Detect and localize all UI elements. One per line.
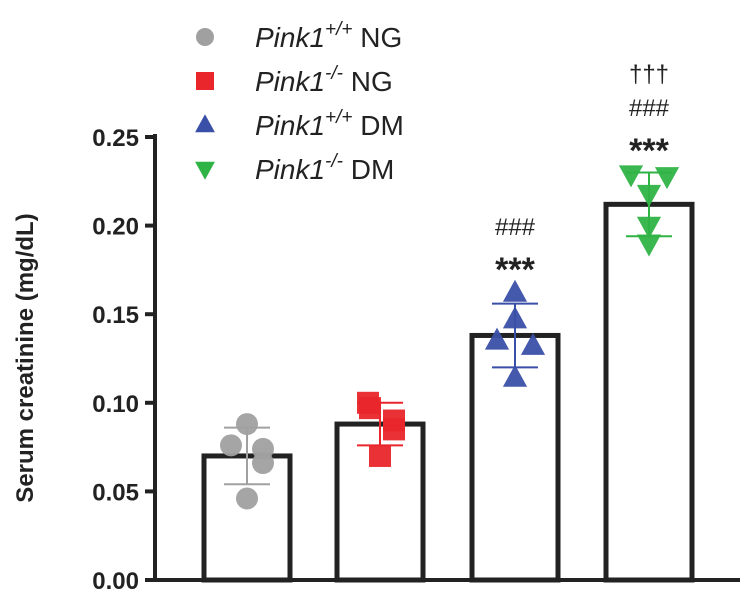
y-tick-label: 0.05 xyxy=(92,479,139,506)
data-point xyxy=(636,234,662,257)
data-point xyxy=(502,279,528,302)
bar-group: *** ### xyxy=(469,214,561,583)
data-point xyxy=(252,452,274,475)
data-point xyxy=(502,364,528,387)
significance-label: ### xyxy=(629,95,670,122)
data-point xyxy=(220,434,242,457)
significance-label: *** xyxy=(629,132,669,170)
significance-label: ### xyxy=(495,214,536,241)
y-tick-label: 0.10 xyxy=(92,391,139,418)
legend-label: Pink1-/- NG xyxy=(255,63,393,97)
legend-label: Pink1-/- DM xyxy=(255,151,394,185)
data-point xyxy=(359,397,381,420)
y-axis-label: Serum creatinine (mg/dL) xyxy=(12,213,39,502)
legend-item: Pink1-/- NG xyxy=(196,63,393,97)
legend-label: Pink1+/+ NG xyxy=(255,19,402,53)
bar-group: *** ### ††† xyxy=(603,61,695,583)
data-point xyxy=(369,444,391,467)
y-tick-label: 0.20 xyxy=(92,214,139,241)
significance-label: ††† xyxy=(629,61,669,88)
data-point xyxy=(236,487,258,510)
data-point xyxy=(484,327,510,350)
data-point xyxy=(520,332,546,355)
legend-item: Pink1+/+ DM xyxy=(195,107,404,141)
legend-marker xyxy=(196,28,214,46)
data-point xyxy=(618,165,644,188)
y-tick-label: 0.15 xyxy=(92,302,139,329)
bar-group xyxy=(334,391,426,583)
y-tick-label: 0.00 xyxy=(92,568,139,595)
y-tick-label: 0.25 xyxy=(92,125,139,152)
bar-group xyxy=(201,413,293,583)
legend-item: Pink1-/- DM xyxy=(195,151,394,185)
legend-item: Pink1+/+ NG xyxy=(196,19,402,53)
legend-marker xyxy=(196,72,214,90)
bar xyxy=(603,201,695,583)
data-point xyxy=(383,418,405,441)
legend-marker xyxy=(195,114,215,133)
significance-label: *** xyxy=(495,251,535,289)
legend-marker xyxy=(195,161,215,180)
data-point xyxy=(236,413,258,436)
legend-label: Pink1+/+ DM xyxy=(255,107,404,141)
